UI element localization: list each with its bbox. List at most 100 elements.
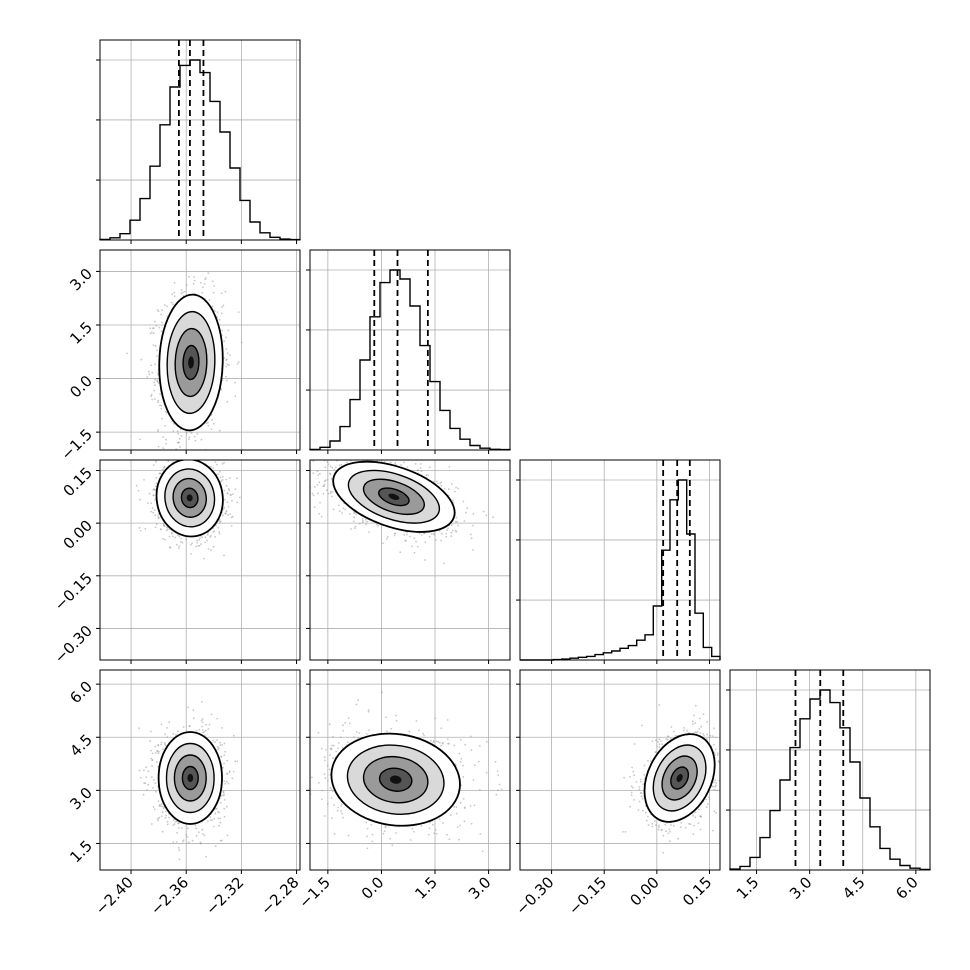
scatter-point (157, 399, 160, 402)
scatter-point (191, 542, 194, 545)
scatter-point (214, 310, 216, 313)
scatter-point (223, 742, 226, 745)
scatter-point (155, 482, 158, 485)
scatter-point (171, 535, 174, 538)
scatter-point (178, 535, 181, 538)
scatter-point (376, 523, 378, 526)
scatter-point (179, 541, 182, 543)
scatter-point (200, 444, 202, 446)
scatter-point (354, 455, 356, 457)
scatter-point (201, 291, 204, 294)
scatter-point (302, 446, 304, 448)
scatter-point (427, 474, 429, 476)
scatter-point (177, 441, 180, 444)
scatter-point (190, 442, 192, 444)
histogram-step (99, 59, 301, 241)
scatter-point (394, 462, 397, 464)
scatter-point (283, 491, 285, 493)
scatter-point (175, 543, 178, 546)
scatter-point (193, 435, 196, 438)
scatter-point (204, 536, 207, 539)
scatter-point (161, 417, 163, 420)
scatter-point (210, 713, 213, 716)
scatter-point (179, 446, 182, 448)
scatter-point (152, 344, 155, 347)
panel-border (729, 669, 931, 871)
scatter-point (492, 516, 494, 519)
scatter-point (139, 529, 142, 532)
scatter-point (152, 327, 155, 330)
scatter-point (365, 523, 367, 526)
scatter-point (329, 465, 332, 468)
scatter-point (350, 528, 352, 530)
scatter-point (334, 444, 336, 446)
scatter-point (337, 458, 339, 460)
scatter-point (154, 344, 157, 347)
scatter-point (216, 463, 218, 466)
scatter-point (199, 456, 201, 458)
scatter-point (159, 404, 161, 407)
scatter-point (162, 447, 165, 450)
scatter-point (228, 489, 231, 492)
scatter-point (221, 329, 224, 332)
scatter-point (439, 482, 441, 485)
scatter-point (200, 543, 202, 545)
scatter-point (164, 538, 166, 541)
scatter-point (367, 457, 369, 459)
scatter-point (344, 508, 347, 511)
scatter-point (142, 793, 145, 796)
panel-pair-2-0 (96, 442, 301, 664)
scatter-point (148, 373, 151, 376)
scatter-point (341, 454, 343, 456)
scatter-point (318, 481, 321, 484)
scatter-point (164, 733, 167, 736)
scatter-point (319, 501, 321, 504)
scatter-point (330, 477, 333, 480)
scatter-point (152, 511, 155, 514)
scatter-point (404, 452, 406, 454)
scatter-point (420, 534, 423, 536)
scatter-point (212, 422, 215, 425)
scatter-point (160, 313, 163, 316)
scatter-point (327, 463, 330, 466)
scatter-point (207, 548, 210, 550)
scatter-point (126, 352, 128, 355)
scatter-point (413, 537, 416, 540)
scatter-point (346, 461, 349, 464)
scatter-point (214, 845, 217, 848)
scatter-point (159, 393, 162, 395)
scatter-point (182, 726, 185, 728)
scatter-point (229, 493, 232, 496)
scatter-point (212, 291, 215, 294)
scatter-point (221, 462, 224, 465)
scatter-point (168, 816, 170, 819)
scatter-point (311, 492, 314, 495)
scatter-point (208, 299, 211, 301)
scatter-point (157, 517, 160, 520)
scatter-point (180, 537, 183, 540)
panel-border (99, 39, 301, 241)
scatter-point (389, 461, 392, 464)
scatter-point (178, 545, 181, 548)
scatter-point (151, 331, 153, 334)
scatter-point (157, 819, 160, 822)
panel-border (519, 459, 721, 661)
scatter-point (161, 830, 164, 833)
scatter-point (225, 510, 228, 512)
scatter-point (450, 531, 453, 534)
scatter-point (157, 445, 160, 448)
density-contour (186, 494, 193, 502)
scatter-point (318, 512, 321, 515)
scatter-point (316, 470, 319, 473)
scatter-point (162, 436, 164, 438)
scatter-point (469, 533, 472, 536)
scatter-point (190, 432, 193, 434)
scatter-point (177, 534, 179, 537)
scatter-point (200, 701, 203, 703)
scatter-point (164, 810, 167, 813)
scatter-point (374, 448, 376, 450)
scatter-point (443, 562, 445, 565)
scatter-point (225, 379, 228, 382)
scatter-point (211, 419, 214, 421)
scatter-point (180, 458, 182, 460)
